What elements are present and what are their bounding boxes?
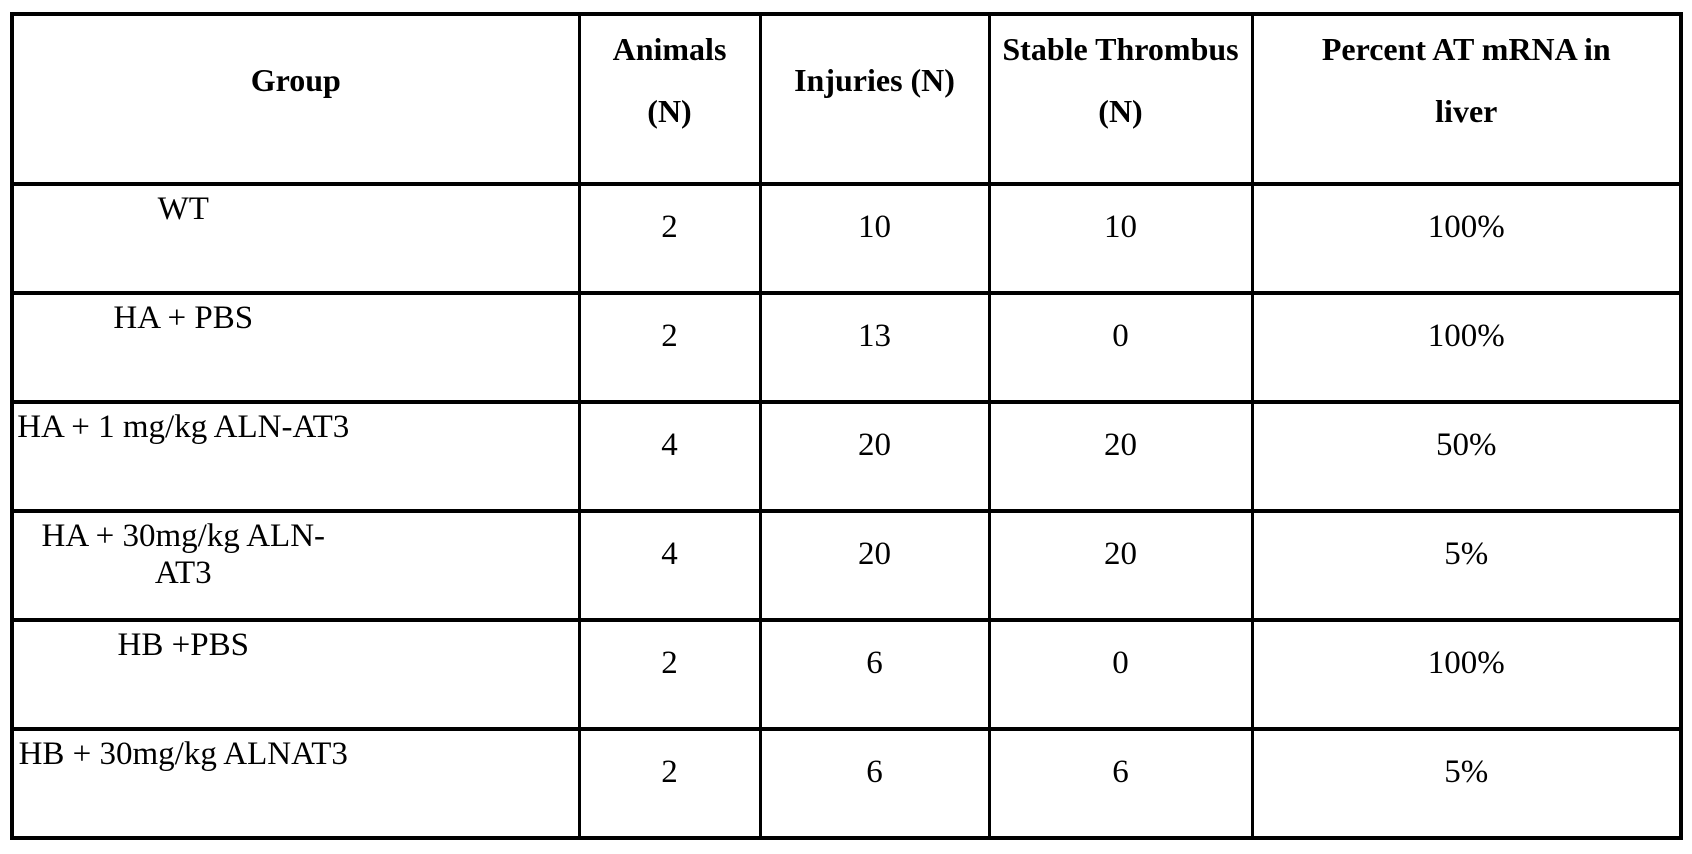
table-row: WT 2 10 10 100%	[10, 182, 1683, 295]
cell-injuries: 13	[758, 291, 991, 404]
column-header-percent-at-mrna-label: Percent AT mRNA in liver	[1321, 31, 1611, 129]
cell-stable-thrombus: 0	[987, 618, 1254, 731]
cell-stable-thrombus: 6	[987, 727, 1254, 840]
table-row: HB + 30mg/kg ALNAT3 2 6 6 5%	[10, 727, 1683, 840]
column-header-stable-thrombus: Stable Thrombus (N)	[987, 12, 1254, 186]
cell-group: HA + 30mg/kg ALN-AT3	[10, 509, 581, 622]
cell-injuries: 10	[758, 182, 991, 295]
cell-percent-at-mrna: 100%	[1250, 618, 1683, 731]
cell-group: HB + 30mg/kg ALNAT3	[10, 727, 581, 840]
table-row: HA + 30mg/kg ALN-AT3 4 20 20 5%	[10, 509, 1683, 622]
column-header-injuries-label: Injuries (N)	[794, 62, 955, 98]
cell-stable-thrombus: 20	[987, 509, 1254, 622]
cell-stable-thrombus: 20	[987, 400, 1254, 513]
column-header-percent-at-mrna: Percent AT mRNA in liver	[1250, 12, 1683, 186]
column-header-animals-label: Animals (N)	[612, 31, 727, 129]
cell-animals: 4	[577, 509, 762, 622]
cell-injuries: 20	[758, 509, 991, 622]
cell-stable-thrombus: 0	[987, 291, 1254, 404]
table-row: HA + 1 mg/kg ALN-AT3 4 20 20 50%	[10, 400, 1683, 513]
cell-percent-at-mrna: 5%	[1250, 727, 1683, 840]
cell-percent-at-mrna: 100%	[1250, 291, 1683, 404]
cell-injuries: 6	[758, 727, 991, 840]
cell-percent-at-mrna: 50%	[1250, 400, 1683, 513]
cell-animals: 4	[577, 400, 762, 513]
column-header-stable-thrombus-label: Stable Thrombus (N)	[1002, 31, 1239, 129]
results-table: Group Animals (N) Injuries (N) Stable Th…	[10, 12, 1683, 840]
cell-injuries: 6	[758, 618, 991, 731]
column-header-injuries: Injuries (N)	[758, 12, 991, 186]
cell-percent-at-mrna: 100%	[1250, 182, 1683, 295]
cell-animals: 2	[577, 618, 762, 731]
cell-injuries: 20	[758, 400, 991, 513]
cell-group: HB +PBS	[10, 618, 581, 731]
cell-group: HA + PBS	[10, 291, 581, 404]
table-header-row: Group Animals (N) Injuries (N) Stable Th…	[10, 12, 1683, 186]
column-header-group-label: Group	[250, 62, 341, 98]
cell-animals: 2	[577, 727, 762, 840]
table-row: HA + PBS 2 13 0 100%	[10, 291, 1683, 404]
column-header-group: Group	[10, 12, 581, 186]
table-row: HB +PBS 2 6 0 100%	[10, 618, 1683, 731]
cell-animals: 2	[577, 182, 762, 295]
cell-percent-at-mrna: 5%	[1250, 509, 1683, 622]
column-header-animals: Animals (N)	[577, 12, 762, 186]
cell-group: WT	[10, 182, 581, 295]
cell-group: HA + 1 mg/kg ALN-AT3	[10, 400, 581, 513]
cell-stable-thrombus: 10	[987, 182, 1254, 295]
cell-animals: 2	[577, 291, 762, 404]
